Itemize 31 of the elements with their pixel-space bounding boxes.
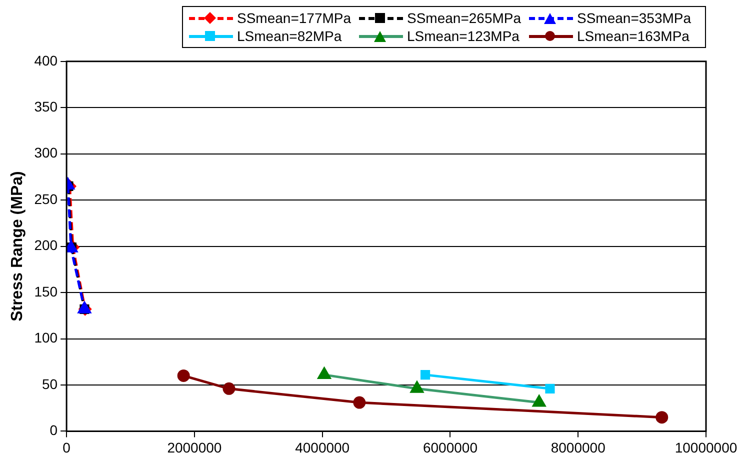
y-tick-label: 50	[42, 376, 58, 392]
legend-label: SSmean=177MPa	[237, 10, 352, 26]
point	[177, 369, 190, 382]
y-tick-label: 300	[34, 144, 58, 161]
point	[222, 382, 236, 395]
y-tick-label: 400	[34, 52, 58, 68]
legend-label: SSmean=353MPa	[577, 10, 692, 26]
y-tick-label: 200	[34, 237, 58, 254]
point	[656, 411, 668, 424]
x-tick-label: 4000000	[295, 439, 350, 456]
point	[410, 381, 424, 393]
x-tick-label: 2000000	[167, 439, 222, 456]
legend-label: SSmean=265MPa	[407, 10, 522, 26]
x-tick-label: 6000000	[422, 439, 478, 456]
x-tick-label: 0	[62, 439, 71, 456]
point	[353, 396, 366, 409]
y-tick-label: 150	[34, 283, 58, 300]
x-tick-label: 8000000	[550, 439, 606, 456]
point	[545, 384, 555, 394]
y-tick-label: 350	[34, 98, 58, 114]
legend-label: LSmean=163MPa	[577, 28, 690, 44]
legend-label: LSmean=123MPa	[407, 28, 520, 44]
y-tick-label: 250	[34, 190, 58, 207]
point	[532, 395, 546, 407]
point	[420, 370, 430, 380]
x-tick-label: 10000000	[674, 439, 738, 456]
legend-label: LSmean=82MPa	[237, 28, 342, 44]
y-tick-label: 0	[50, 422, 58, 438]
point	[318, 368, 331, 380]
y-tick-label: 100	[34, 330, 58, 346]
y-axis-title: Stress Range (MPa)	[9, 171, 26, 322]
